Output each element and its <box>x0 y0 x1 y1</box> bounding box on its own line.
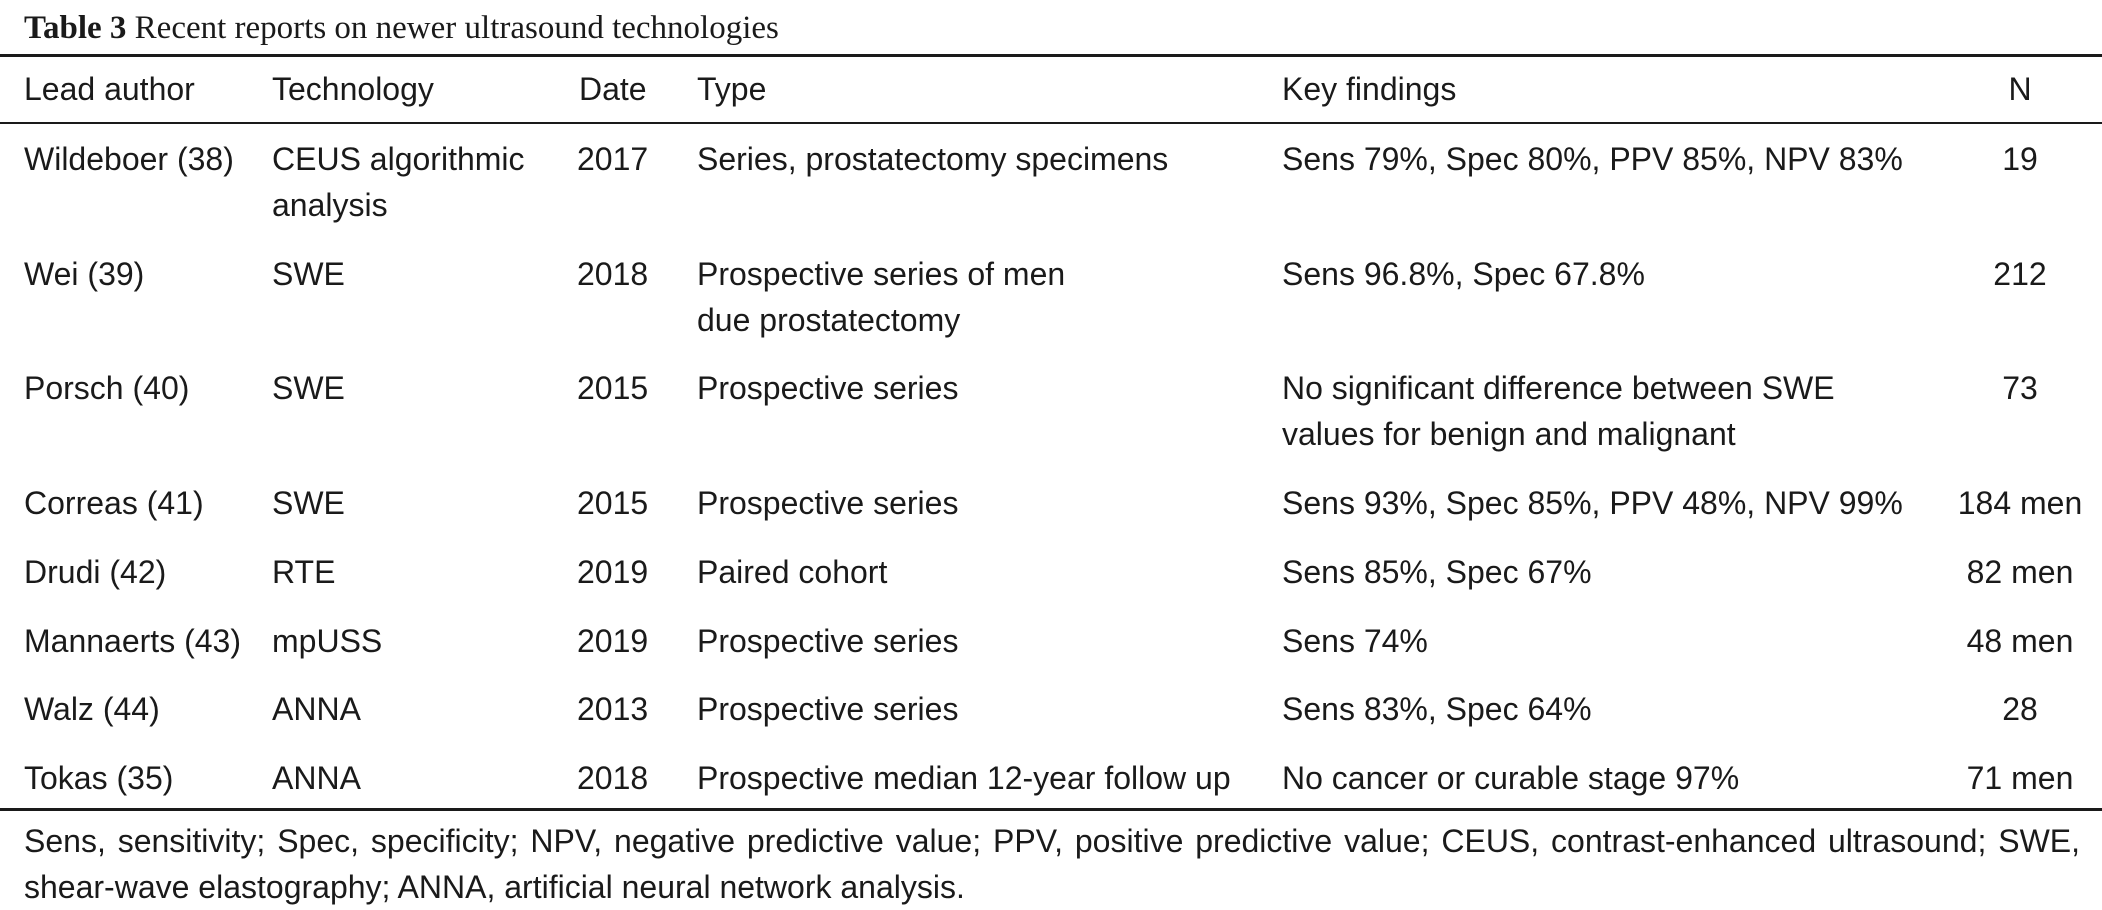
row-findings: Sens 93%, Spec 85%, PPV 48%, NPV 99% <box>1282 485 1903 521</box>
row-n: 71 men <box>1966 760 2074 796</box>
bottom-rule <box>0 808 2102 811</box>
header-technology: Technology <box>272 71 434 107</box>
header-type: Type <box>697 71 767 107</box>
row-n: 212 <box>1993 256 2047 292</box>
row-findings: Sens 83%, Spec 64% <box>1282 691 1592 727</box>
row-author: Drudi (42) <box>24 554 167 590</box>
row-n: 184 men <box>1957 485 2083 521</box>
row-technology: SWE <box>272 485 345 521</box>
row-type: Prospective series of men due prostatect… <box>697 256 1066 338</box>
row-technology: RTE <box>272 554 336 590</box>
row-technology: SWE <box>272 256 345 292</box>
row-n: 73 <box>2002 370 2038 406</box>
row-date: 2018 <box>577 256 649 292</box>
row-type: Paired cohort <box>697 554 888 590</box>
header-rule <box>0 122 2102 124</box>
header-date: Date <box>579 71 647 107</box>
row-type: Prospective series <box>697 691 959 727</box>
row-type: Prospective median 12-year follow up <box>697 760 1231 796</box>
top-rule <box>0 54 2102 57</box>
row-author: Porsch (40) <box>24 370 190 406</box>
row-n: 82 men <box>1966 554 2074 590</box>
row-findings: Sens 85%, Spec 67% <box>1282 554 1592 590</box>
row-author: Wei (39) <box>24 256 145 292</box>
row-date: 2019 <box>577 623 649 659</box>
row-technology: CEUS algorithmic analysis <box>272 141 525 223</box>
row-date: 2013 <box>577 691 649 727</box>
row-technology: ANNA <box>272 760 361 796</box>
row-author: Correas (41) <box>24 485 204 521</box>
row-technology: ANNA <box>272 691 361 727</box>
row-findings: No cancer or curable stage 97% <box>1282 760 1740 796</box>
row-findings: No significant difference between SWE va… <box>1282 370 1835 452</box>
row-findings: Sens 96.8%, Spec 67.8% <box>1282 256 1645 292</box>
header-findings: Key findings <box>1282 71 1457 107</box>
row-date: 2017 <box>577 141 649 177</box>
row-n: 19 <box>2002 141 2038 177</box>
table-label: Table 3 <box>24 10 127 46</box>
header-author: Lead author <box>24 71 195 107</box>
row-type: Prospective series <box>697 485 959 521</box>
row-n: 28 <box>2002 691 2038 727</box>
row-technology: mpUSS <box>272 623 383 659</box>
row-author: Wildeboer (38) <box>24 141 234 177</box>
row-findings: Sens 74% <box>1282 623 1428 659</box>
row-date: 2018 <box>577 760 649 796</box>
row-n: 48 men <box>1966 623 2074 659</box>
row-date: 2019 <box>577 554 649 590</box>
row-author: Walz (44) <box>24 691 160 727</box>
row-author: Tokas (35) <box>24 760 174 796</box>
table-title: Recent reports on newer ultrasound techn… <box>134 10 779 46</box>
header-n: N <box>2008 71 2032 107</box>
table-footnote: Sens, sensitivity; Spec, specificity; NP… <box>24 823 2080 905</box>
table-caption: Table 3 Recent reports on newer ultrasou… <box>24 8 779 48</box>
row-type: Prospective series <box>697 623 959 659</box>
row-author: Mannaerts (43) <box>24 623 241 659</box>
row-findings: Sens 79%, Spec 80%, PPV 85%, NPV 83% <box>1282 141 1903 177</box>
row-date: 2015 <box>577 370 649 406</box>
row-technology: SWE <box>272 370 345 406</box>
row-type: Series, prostatectomy specimens <box>697 141 1169 177</box>
row-type: Prospective series <box>697 370 959 406</box>
row-date: 2015 <box>577 485 649 521</box>
